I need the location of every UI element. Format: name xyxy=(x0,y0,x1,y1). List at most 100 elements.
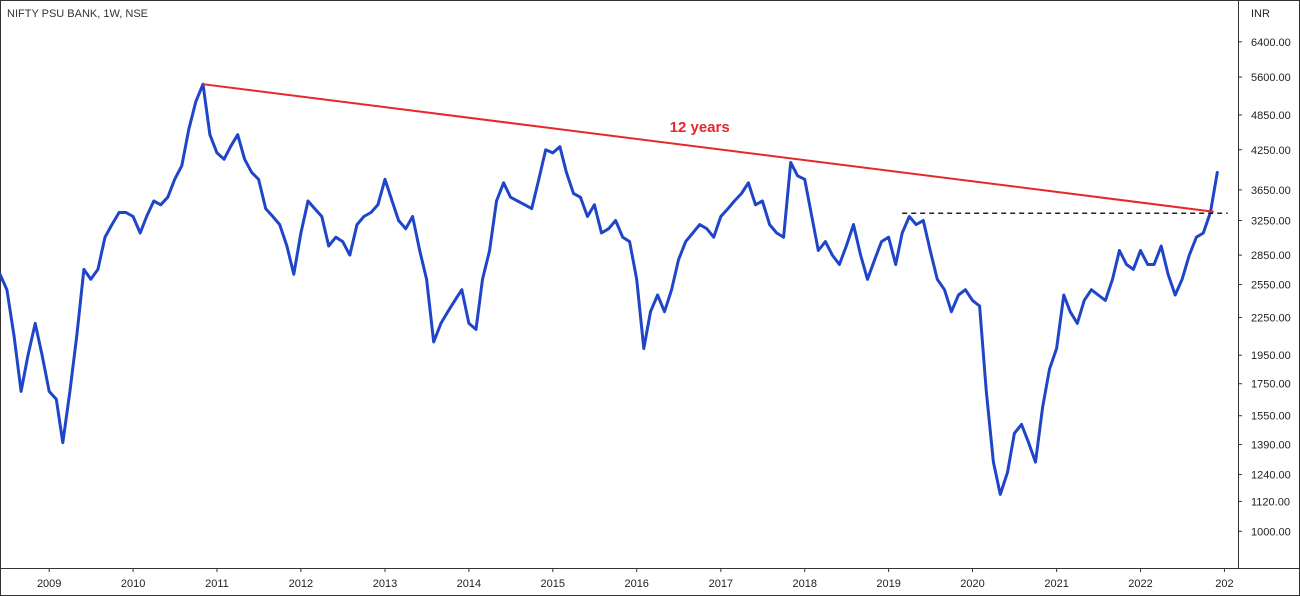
price-point xyxy=(621,236,624,239)
price-point xyxy=(139,231,142,235)
price-point xyxy=(1188,253,1191,257)
price-point xyxy=(817,249,820,252)
price-point xyxy=(1174,293,1177,297)
price-point xyxy=(1125,263,1128,266)
price-point xyxy=(523,203,526,206)
price-point xyxy=(775,231,778,235)
y-axis-ticks: 6400.00 5600.00 4850.00 4250.00 3650.00 3250.… xyxy=(1238,37,1291,538)
x-tick-label: 2019 xyxy=(876,578,900,590)
price-point xyxy=(1013,432,1016,435)
price-point xyxy=(362,215,366,218)
price-point xyxy=(285,244,289,248)
price-point xyxy=(75,334,79,337)
price-point xyxy=(411,215,414,218)
price-point xyxy=(656,293,659,297)
price-point xyxy=(509,196,512,199)
price-point xyxy=(82,268,86,271)
price-point xyxy=(502,181,505,184)
trendline xyxy=(202,83,1214,213)
price-point xyxy=(978,304,981,308)
price-point xyxy=(719,215,722,218)
x-tick-label: 2022 xyxy=(1128,578,1152,590)
price-point xyxy=(782,236,785,239)
price-point xyxy=(299,231,303,235)
price-point xyxy=(950,310,953,313)
price-point xyxy=(810,215,813,218)
price-point xyxy=(530,207,533,210)
x-tick-label: 2018 xyxy=(792,578,816,590)
price-point xyxy=(117,211,121,214)
price-point xyxy=(628,240,631,243)
price-point xyxy=(488,249,491,252)
price-point xyxy=(551,151,554,155)
price-point xyxy=(152,199,155,203)
price-point xyxy=(1062,293,1066,297)
price-point xyxy=(642,347,645,350)
price-point xyxy=(1180,278,1184,281)
price-point xyxy=(607,227,610,230)
y-tick-label: 1750.00 xyxy=(1251,379,1291,391)
price-point xyxy=(103,236,107,239)
price-point xyxy=(516,199,519,203)
price-point xyxy=(649,310,652,313)
price-point xyxy=(593,203,596,206)
price-point xyxy=(467,322,471,325)
price-point xyxy=(761,199,764,203)
price-point xyxy=(1195,236,1198,239)
price-point xyxy=(222,158,226,161)
price-point xyxy=(208,133,212,136)
y-tick-label: 3650.00 xyxy=(1251,185,1291,197)
price-point xyxy=(1139,249,1142,252)
price-point xyxy=(733,199,736,203)
x-tick-label: 202 xyxy=(1215,578,1233,590)
x-tick-label: 2010 xyxy=(121,578,145,590)
price-point xyxy=(1202,231,1205,235)
price-point xyxy=(936,278,939,281)
price-point xyxy=(565,171,568,174)
x-axis-ticks: 2009 2010 2011 2012 2013 2014 2015 2016 2017 2018… xyxy=(37,568,1234,590)
price-point xyxy=(985,390,988,393)
price-point xyxy=(89,278,93,281)
y-tick-label: 4250.00 xyxy=(1251,145,1291,157)
price-point xyxy=(397,219,400,222)
price-point xyxy=(754,203,757,206)
price-point xyxy=(243,158,246,161)
price-point xyxy=(48,390,51,393)
price-point xyxy=(768,223,771,226)
price-point xyxy=(614,219,617,222)
price-point xyxy=(334,236,337,239)
price-point xyxy=(1027,441,1030,444)
price-point xyxy=(1216,171,1219,174)
price-point xyxy=(845,244,848,248)
price-point xyxy=(943,288,946,291)
price-point xyxy=(481,278,484,281)
price-point xyxy=(145,215,148,218)
price-point xyxy=(705,227,708,230)
price-point xyxy=(61,441,64,444)
x-tick-label: 2021 xyxy=(1044,578,1068,590)
price-point xyxy=(677,258,680,261)
price-point xyxy=(558,145,562,148)
price-point xyxy=(894,263,897,266)
y-tick-label: 1120.00 xyxy=(1251,496,1290,508)
price-point xyxy=(320,215,323,218)
price-point xyxy=(474,328,478,331)
price-point xyxy=(1055,347,1058,350)
price-point xyxy=(306,199,310,203)
price-point xyxy=(586,215,589,218)
price-point xyxy=(1083,299,1086,302)
price-point xyxy=(215,151,219,155)
price-point xyxy=(166,196,169,199)
price-point xyxy=(250,171,253,174)
price-point xyxy=(404,227,407,230)
price-point xyxy=(1118,249,1121,252)
price-point xyxy=(866,278,869,281)
price-point xyxy=(12,334,16,337)
price-point xyxy=(19,390,23,393)
price-point xyxy=(460,288,463,291)
price-point xyxy=(124,211,128,214)
y-tick-label: 5600.00 xyxy=(1251,72,1291,84)
price-point xyxy=(929,249,932,252)
price-point xyxy=(579,196,582,199)
